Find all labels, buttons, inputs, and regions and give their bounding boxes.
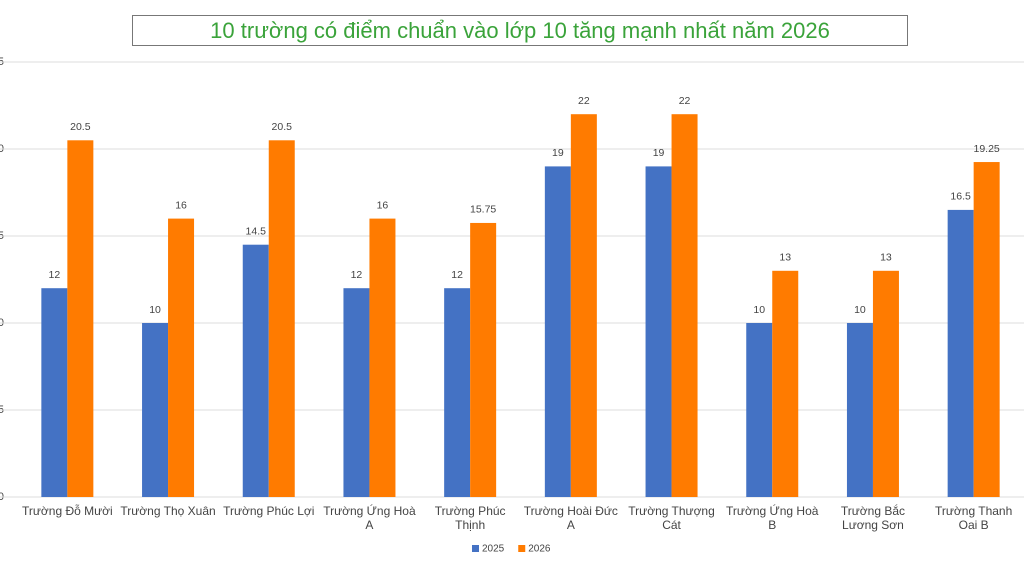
x-tick-label: Trường Ứng Hoà A xyxy=(323,504,416,532)
data-label: 14.5 xyxy=(246,225,267,237)
data-label: 12 xyxy=(49,269,61,281)
bar xyxy=(343,288,370,497)
data-label: 12 xyxy=(351,269,363,281)
data-label: 19.25 xyxy=(974,143,1000,155)
bar xyxy=(142,323,169,497)
bar xyxy=(168,218,195,497)
data-label: 19 xyxy=(552,147,564,159)
data-label: 10 xyxy=(854,304,866,316)
bar xyxy=(369,218,396,497)
data-label: 16 xyxy=(175,199,187,211)
x-tick-label: Trường Hoài Đức A xyxy=(523,504,618,532)
x-tick-label: Trường Bắc Lương Sơn xyxy=(840,504,906,532)
bar xyxy=(470,222,497,497)
bar xyxy=(645,166,672,497)
bar xyxy=(746,323,773,497)
bar xyxy=(444,288,471,497)
data-label: 10 xyxy=(149,304,161,316)
bar xyxy=(671,114,698,497)
data-label: 10 xyxy=(753,304,765,316)
x-tick-label: Trường Thọ Xuân xyxy=(120,504,216,518)
bar xyxy=(846,323,873,497)
chart-title: 10 trường có điểm chuẩn vào lớp 10 tăng … xyxy=(132,15,908,46)
x-tick-label: Trường Thượng Cát xyxy=(628,504,715,532)
data-label: 16 xyxy=(377,199,389,211)
x-tick-label: Trường Thanh Oai B xyxy=(935,504,1013,532)
x-tick-label: Trường Phúc Thịnh xyxy=(434,504,506,532)
data-label: 16.5 xyxy=(950,191,971,203)
bar xyxy=(947,209,974,497)
data-label: 20.5 xyxy=(70,121,91,133)
data-label: 12 xyxy=(451,269,463,281)
data-label: 13 xyxy=(880,252,892,264)
data-label: 22 xyxy=(679,95,691,107)
x-tick-label: Trường Phúc Lợi xyxy=(223,504,315,518)
bar xyxy=(67,140,94,498)
legend-label: 2026 xyxy=(528,544,551,555)
bar xyxy=(872,270,899,497)
legend-swatch xyxy=(472,545,479,552)
bar xyxy=(973,162,1000,498)
x-tick-label: Trường Ứng Hoà B xyxy=(726,504,819,532)
x-tick-label: Trường Đỗ Mười xyxy=(21,504,113,518)
bar xyxy=(772,270,799,497)
legend-swatch xyxy=(518,545,526,552)
data-label: 22 xyxy=(578,95,590,107)
bar xyxy=(544,166,571,497)
bar xyxy=(242,244,269,497)
bar xyxy=(41,288,68,497)
data-label: 13 xyxy=(779,252,791,264)
data-label: 19 xyxy=(653,147,665,159)
legend-label: 2025 xyxy=(482,544,505,555)
data-label: 15.75 xyxy=(470,204,496,216)
bar xyxy=(570,114,597,497)
data-label: 20.5 xyxy=(272,121,293,133)
bar xyxy=(268,140,295,498)
